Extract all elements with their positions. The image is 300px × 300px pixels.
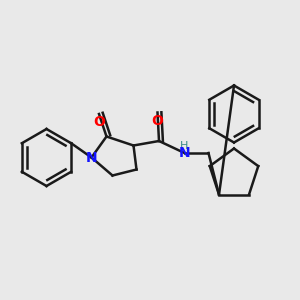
Text: N: N	[86, 151, 97, 164]
Text: O: O	[152, 114, 164, 128]
Text: H: H	[180, 141, 189, 151]
Text: N: N	[179, 146, 190, 160]
Text: O: O	[93, 116, 105, 130]
